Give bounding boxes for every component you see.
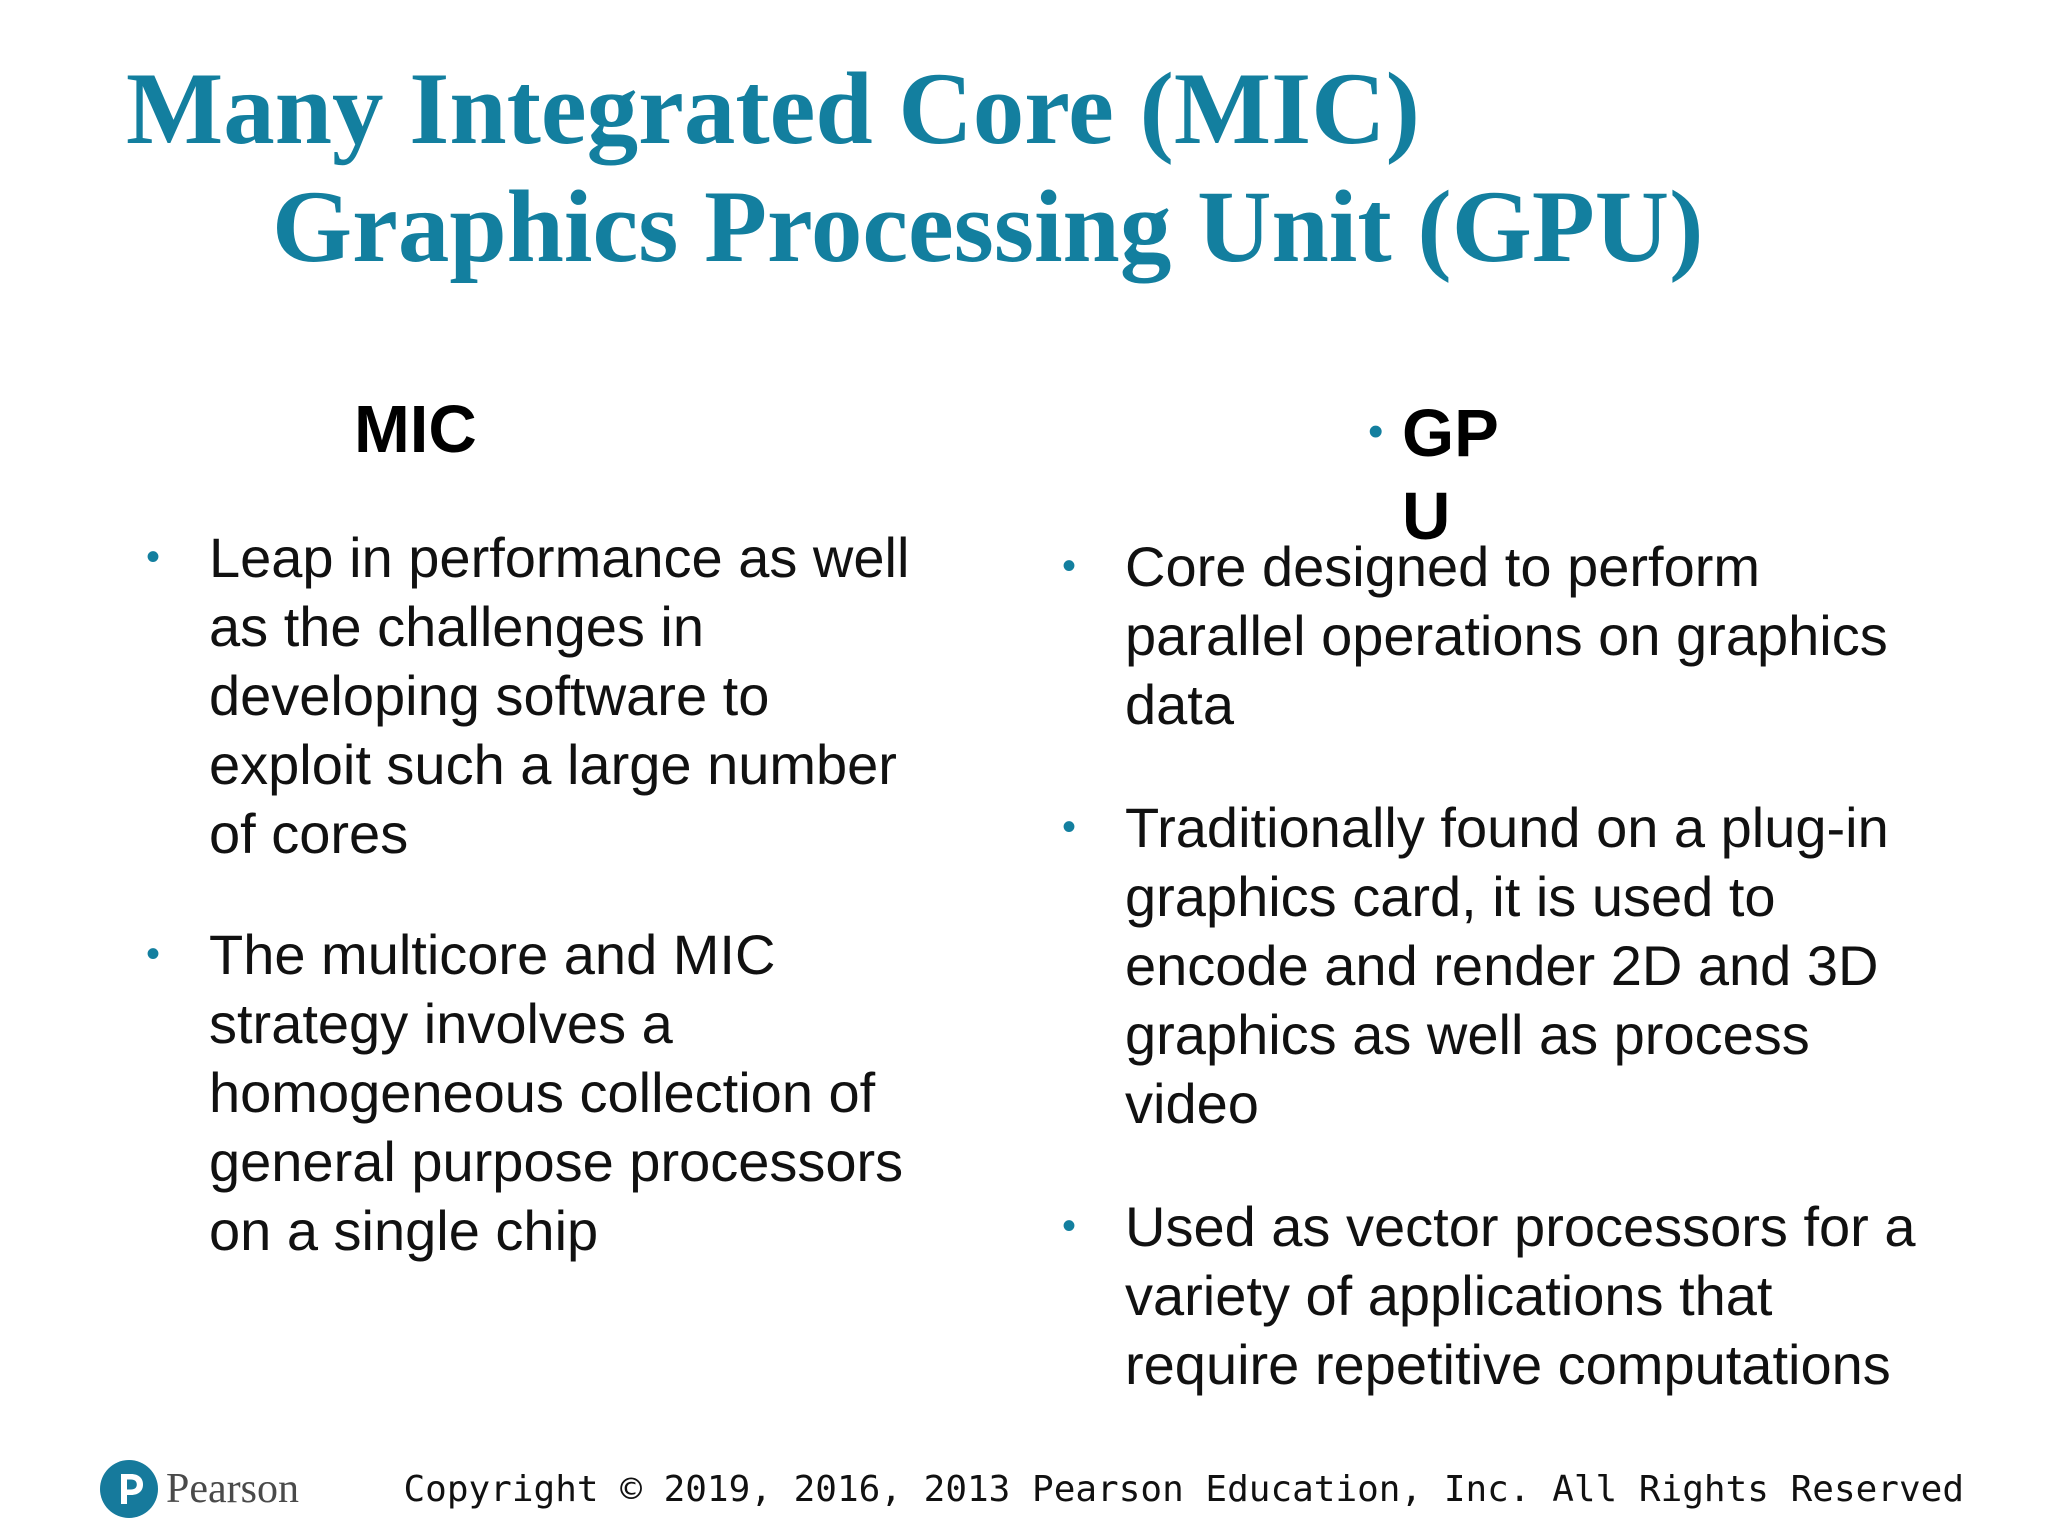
bullet-marker: • [146,932,161,976]
bullet-marker: • [1062,1204,1077,1248]
gpu-bullet-item: • Traditionally found on a plug-in graph… [1062,793,1952,1138]
bullet-marker: • [1062,805,1077,849]
bullet-marker: • [1062,544,1077,588]
mic-heading: MIC [354,392,477,467]
gpu-bullet-text: Core designed to perform parallel operat… [1125,535,1888,736]
mic-bullet-list: • Leap in performance as well as the cha… [146,523,946,1265]
mic-bullet-item: • Leap in performance as well as the cha… [146,523,946,868]
pearson-p-icon [100,1460,158,1518]
mic-bullet-item: • The multicore and MIC strategy involve… [146,920,946,1265]
pearson-logo: Pearson [100,1458,312,1520]
gpu-bullet-item: • Used as vector processors for a variet… [1062,1192,1952,1399]
mic-bullet-text: Leap in performance as well as the chall… [209,526,910,865]
copyright-notice: Copyright © 2019, 2016, 2013 Pearson Edu… [403,1469,1964,1510]
slide-title-line-2: Graphics Processing Unit (GPU) [272,170,1704,284]
gpu-bullet-item: • Core designed to perform parallel oper… [1062,532,1952,739]
pearson-logo-text: Pearson [166,1466,299,1512]
gpu-bullet-text: Used as vector processors for a variety … [1125,1195,1916,1396]
slide-title-line-1: Many Integrated Core (MIC) [126,52,1420,166]
gpu-bullet-list: • Core designed to perform parallel oper… [1062,532,1952,1399]
gpu-heading: GPU [1402,396,1499,554]
bullet-marker: • [146,535,161,579]
mic-bullet-text: The multicore and MIC strategy involves … [209,923,904,1262]
gpu-heading-bullet: • [1368,407,1384,456]
gpu-bullet-text: Traditionally found on a plug-in graphic… [1125,796,1889,1135]
